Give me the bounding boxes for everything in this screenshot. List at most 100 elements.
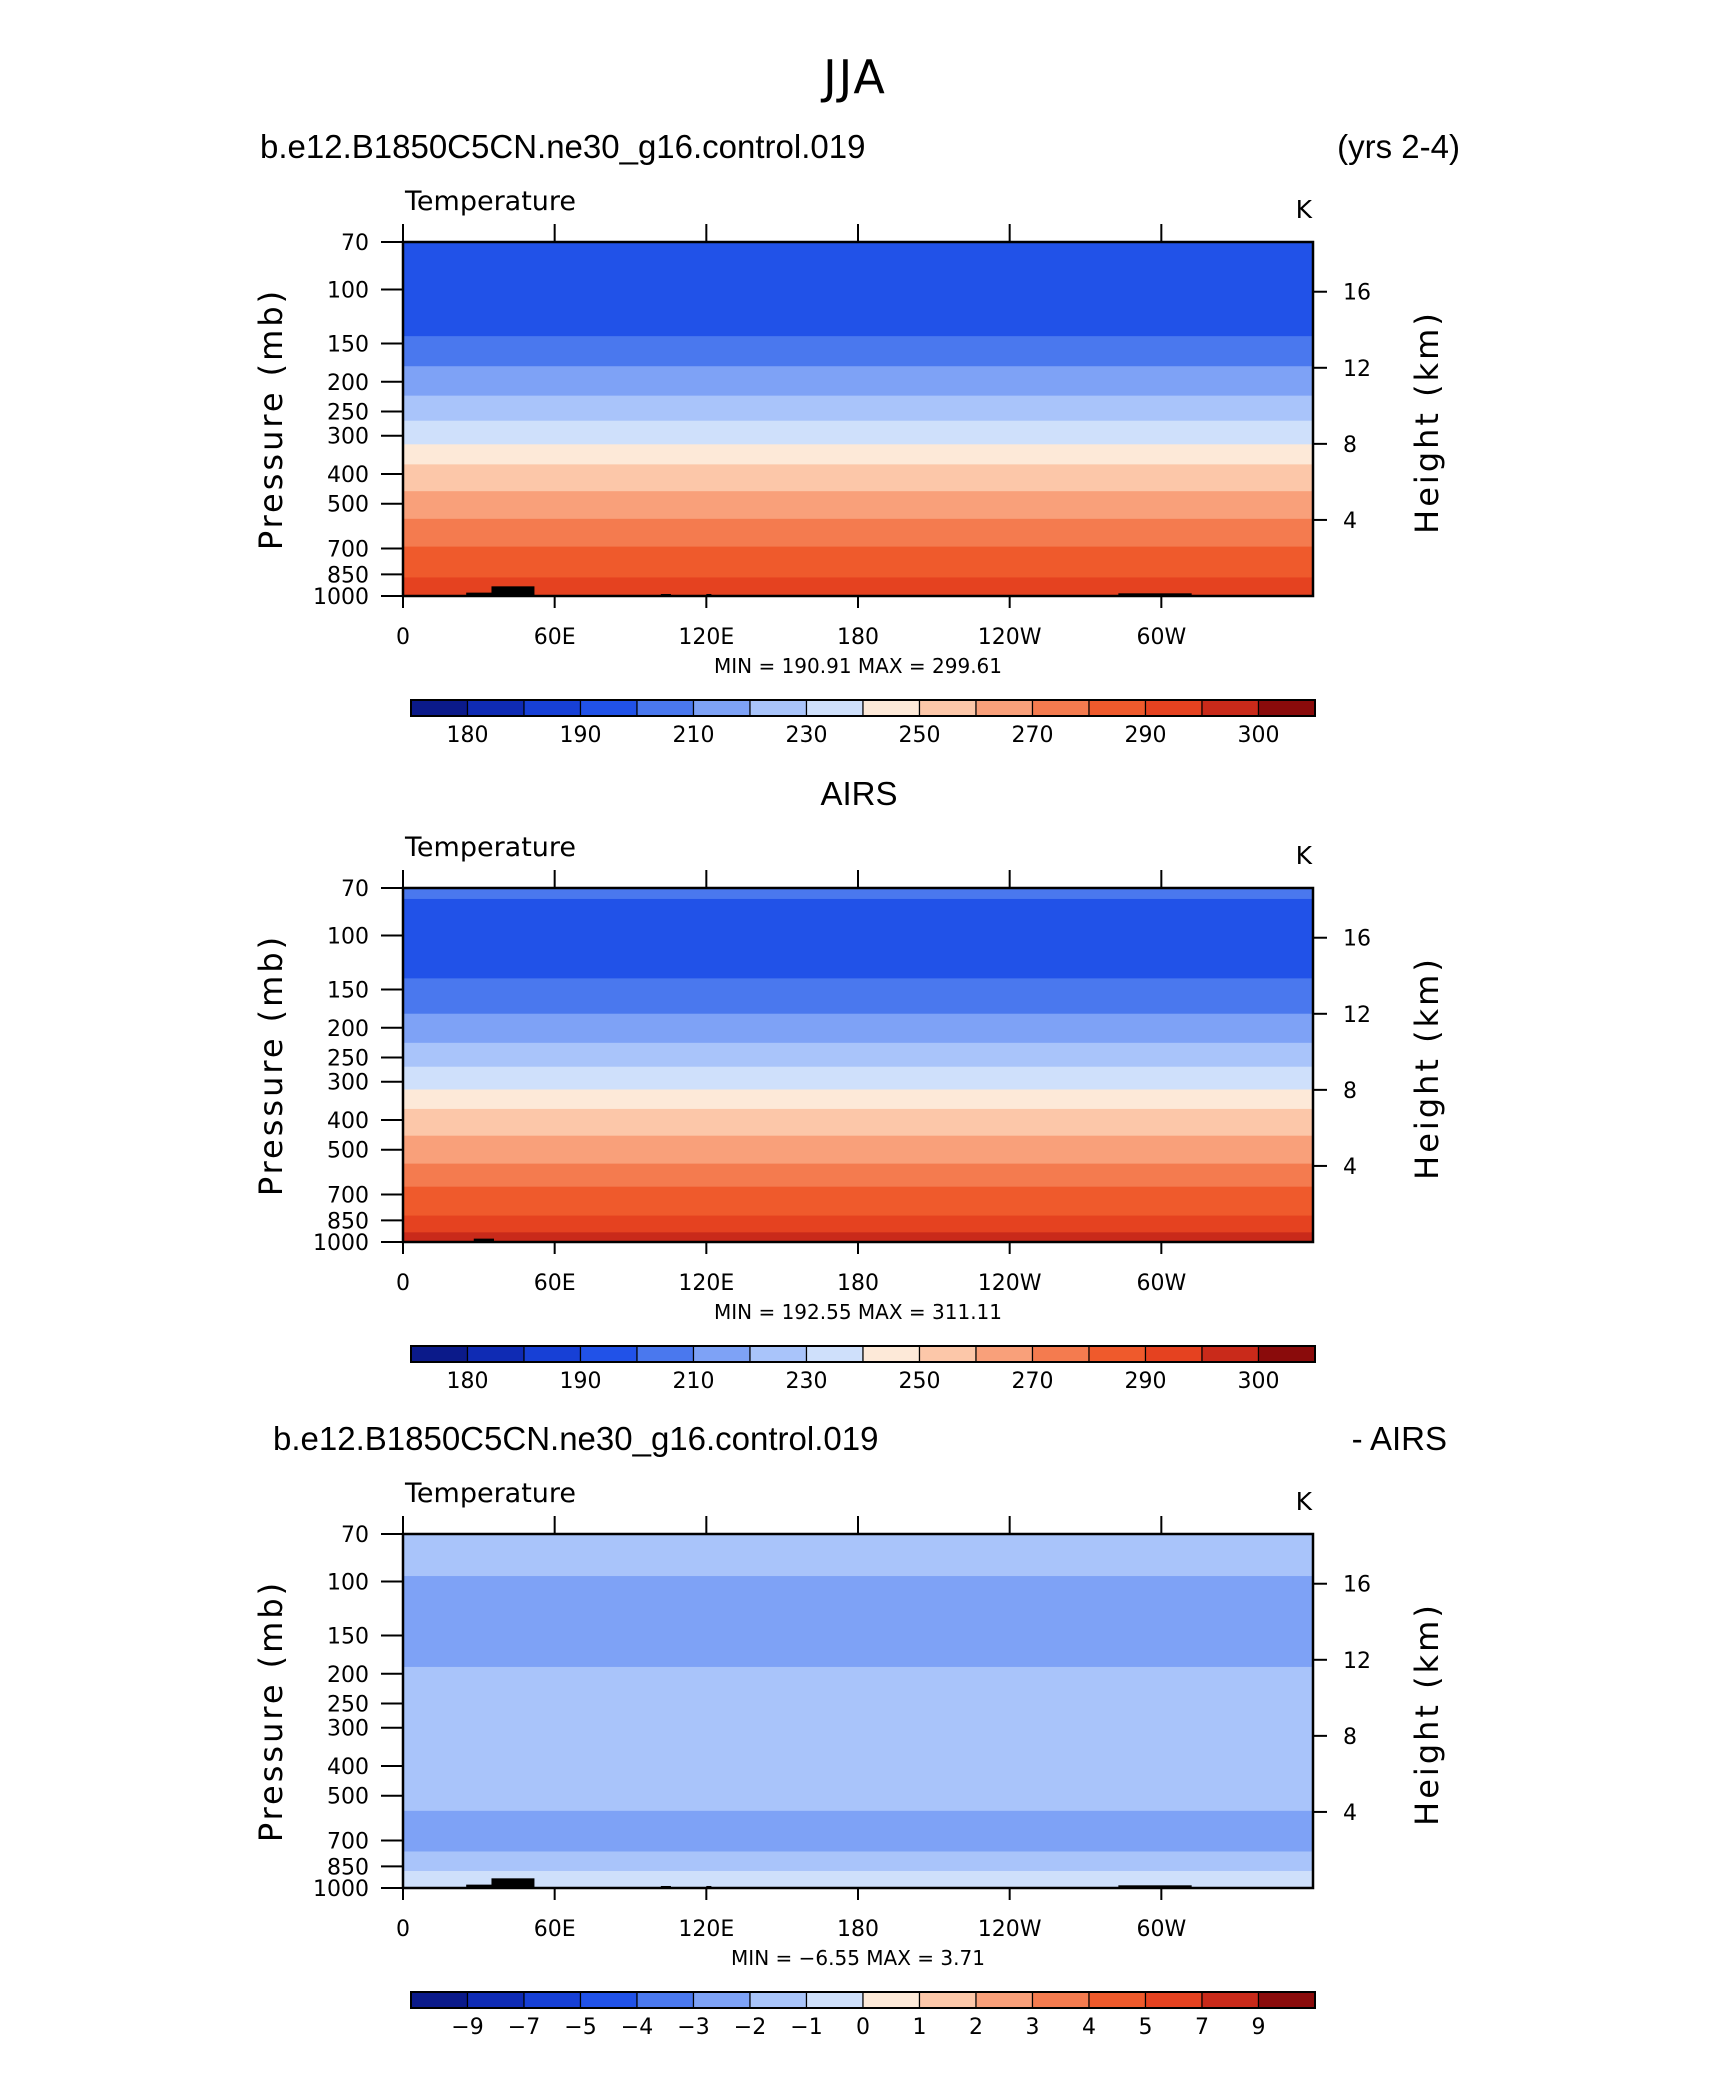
contour-band (403, 444, 1313, 465)
colorbar-swatch (1257, 699, 1316, 717)
right-tick-label: 16 (1343, 1573, 1371, 1598)
y-tick-label: 700 (327, 538, 369, 563)
x-tick-label: 120W (978, 1271, 1042, 1296)
colorbar-swatch (1031, 1345, 1090, 1363)
colorbar-swatch (466, 699, 525, 717)
contour-band (403, 1013, 1313, 1044)
y-axis-right-label: Height (km) (1408, 1602, 1446, 1826)
colorbar-label: 300 (1238, 1369, 1280, 1394)
colorbar-label: 210 (673, 723, 715, 748)
colorbar-swatch (1201, 1345, 1260, 1363)
panel1-right-title: (yrs 2-4) (1337, 128, 1460, 165)
colorbar-label: 2 (969, 2015, 983, 2040)
variable-label: Temperature (404, 1478, 576, 1509)
x-tick-label: 120W (978, 1917, 1042, 1942)
colorbar-label: 270 (1012, 723, 1054, 748)
contour-band (403, 366, 1313, 397)
colorbar-swatch (975, 1345, 1034, 1363)
contour-band (403, 1215, 1313, 1233)
y-tick-label: 1000 (313, 585, 369, 610)
right-tick-label: 12 (1343, 357, 1371, 382)
contour-band (403, 491, 1313, 520)
x-tick-label: 60W (1136, 1917, 1186, 1942)
colorbar-label: 5 (1139, 2015, 1153, 2040)
colorbar-swatch (466, 1991, 525, 2009)
colorbar-label: 3 (1026, 2015, 1040, 2040)
colorbar-label: 9 (1252, 2015, 1266, 2040)
colorbar-label: −5 (564, 2015, 596, 2040)
colorbar-label: 250 (899, 723, 941, 748)
stats-label: MIN = 190.91 MAX = 299.61 (714, 654, 1002, 678)
x-tick-label: 120E (678, 1271, 734, 1296)
right-tick-label: 4 (1343, 1155, 1357, 1180)
contour-band (403, 978, 1313, 1015)
colorbar-swatch (410, 1345, 469, 1363)
y-tick-label: 300 (327, 1071, 369, 1096)
colorbar-swatch (1144, 699, 1203, 717)
colorbar-swatch (692, 1991, 751, 2009)
contour-band (403, 1135, 1313, 1165)
y-axis-label: Pressure (mb) (252, 1580, 290, 1842)
colorbar-swatch (749, 1991, 808, 2009)
contour-band (403, 577, 1313, 597)
y-tick-label: 250 (327, 1692, 369, 1717)
y-tick-label: 300 (327, 1717, 369, 1742)
colorbar-label: −3 (677, 2015, 709, 2040)
y-axis-label: Pressure (mb) (252, 288, 290, 550)
y-tick-label: 700 (327, 1830, 369, 1855)
colorbar-frame (410, 1991, 1316, 2009)
colorbar-swatch (636, 699, 695, 717)
y-tick-label: 700 (327, 1184, 369, 1209)
colorbar-swatch (1257, 1345, 1316, 1363)
y-tick-label: 70 (341, 231, 369, 256)
y-tick-label: 100 (327, 924, 369, 949)
y-tick-label: 70 (341, 877, 369, 902)
panel3-right-title: - AIRS (1351, 1420, 1447, 1457)
right-tick-label: 16 (1343, 927, 1371, 952)
right-tick-label: 12 (1343, 1003, 1371, 1028)
y-tick-label: 850 (327, 563, 369, 588)
colorbar-swatch (1088, 1991, 1147, 2009)
x-tick-label: 180 (837, 1917, 879, 1942)
colorbar-frame (410, 1345, 1316, 1363)
y-tick-label: 200 (327, 1663, 369, 1688)
colorbar-swatch (749, 1345, 808, 1363)
topography-block (1118, 1885, 1192, 1888)
right-tick-label: 4 (1343, 509, 1357, 534)
y-tick-label: 200 (327, 1017, 369, 1042)
panel-model-temperature: 0 60E 120E 180 120W 60W7010015020025030040050… (252, 186, 1446, 748)
contour-band (403, 1066, 1313, 1090)
colorbar-swatch (805, 1345, 864, 1363)
colorbar-swatch (862, 1991, 921, 2009)
colorbar-swatch (523, 1345, 582, 1363)
contour-band (403, 395, 1313, 422)
x-tick-label: 0 (396, 1271, 410, 1296)
x-tick-label: 0 (396, 1917, 410, 1942)
contour-band (403, 1186, 1313, 1217)
contour-band (403, 242, 1313, 337)
units-label: K (1296, 195, 1313, 224)
y-axis-right-label: Height (km) (1408, 956, 1446, 1180)
colorbar-label: −2 (734, 2015, 766, 2040)
colorbar-swatch (918, 1345, 977, 1363)
colorbar-swatch (1144, 1991, 1203, 2009)
x-tick-label: 120E (678, 625, 734, 650)
x-tick-label: 120W (978, 625, 1042, 650)
colorbar-label: 230 (786, 1369, 828, 1394)
x-tick-label: 120E (678, 1917, 734, 1942)
y-tick-label: 150 (327, 978, 369, 1003)
contour-band (403, 1108, 1313, 1137)
colorbar-label: 300 (1238, 723, 1280, 748)
colorbar-swatch (1088, 699, 1147, 717)
x-tick-label: 180 (837, 1271, 879, 1296)
colorbar-swatch (1031, 699, 1090, 717)
colorbar-swatch (1088, 1345, 1147, 1363)
y-axis-right-label: Height (km) (1408, 310, 1446, 534)
colorbar-swatch (636, 1345, 695, 1363)
y-tick-label: 250 (327, 1046, 369, 1071)
y-tick-label: 400 (327, 1755, 369, 1780)
colorbar-swatch (1257, 1991, 1316, 2009)
topography-block (491, 1878, 535, 1888)
right-tick-label: 12 (1343, 1649, 1371, 1674)
colorbar-label: 190 (560, 723, 602, 748)
